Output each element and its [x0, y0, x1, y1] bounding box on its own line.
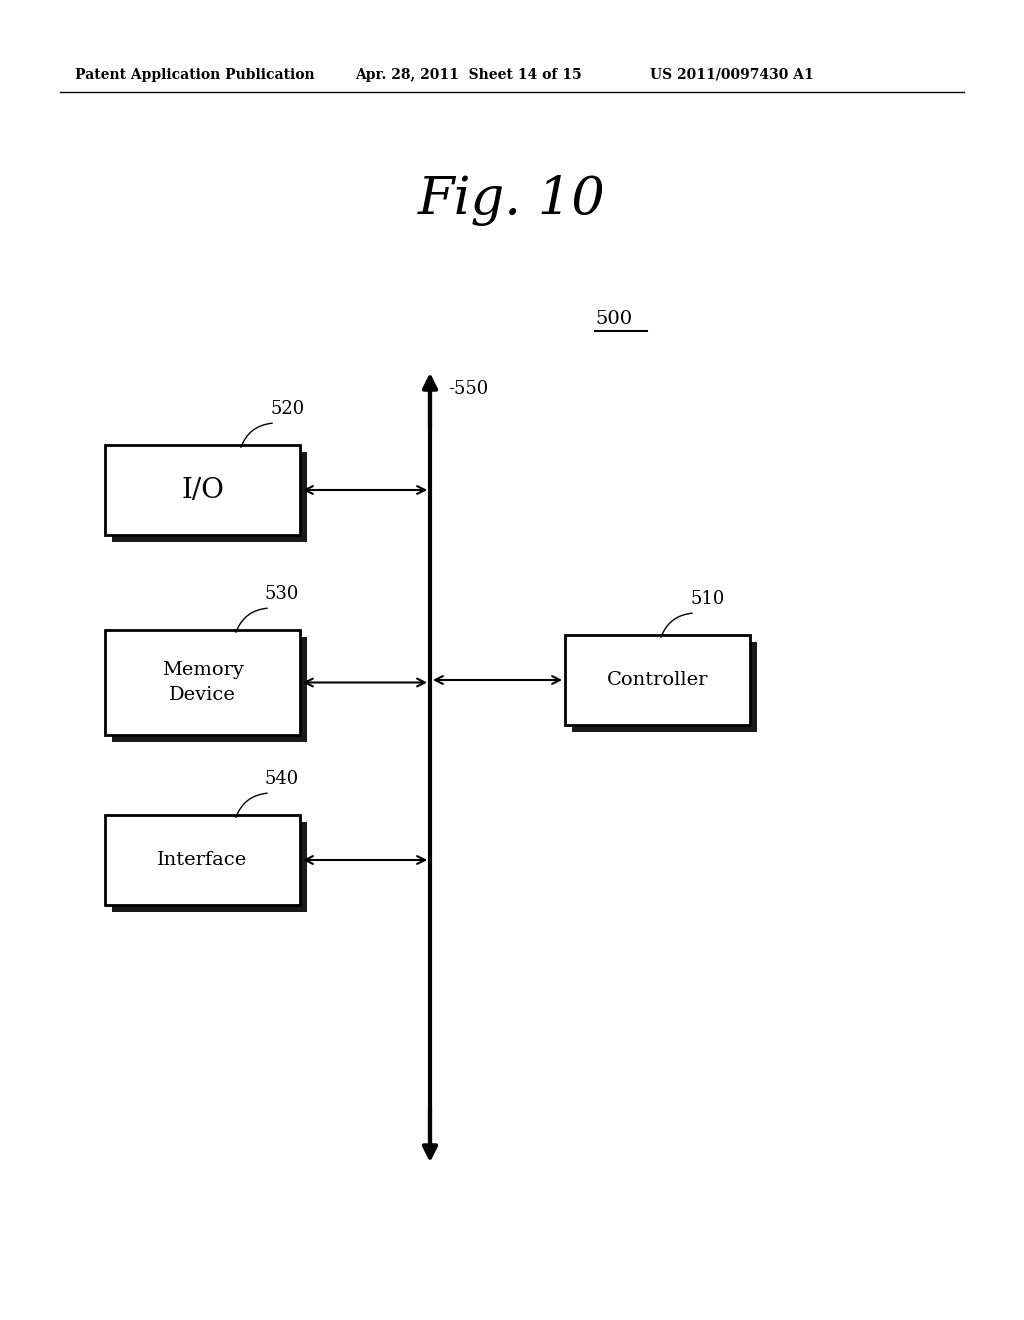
Text: -550: -550: [449, 380, 488, 399]
Bar: [572, 642, 757, 733]
Text: 520: 520: [270, 400, 304, 418]
Bar: [105, 814, 300, 906]
Text: Apr. 28, 2011  Sheet 14 of 15: Apr. 28, 2011 Sheet 14 of 15: [355, 69, 582, 82]
Text: Fig. 10: Fig. 10: [418, 176, 606, 226]
Bar: [105, 445, 300, 535]
Text: 540: 540: [265, 770, 299, 788]
Bar: [112, 451, 307, 543]
Text: Patent Application Publication: Patent Application Publication: [75, 69, 314, 82]
Text: 510: 510: [690, 590, 724, 609]
Bar: [112, 822, 307, 912]
Bar: [105, 630, 300, 735]
Text: Memory
Device: Memory Device: [162, 661, 244, 704]
Text: Interface: Interface: [158, 851, 248, 869]
Text: Controller: Controller: [607, 671, 709, 689]
Text: 500: 500: [595, 310, 632, 327]
Text: I/O: I/O: [181, 477, 224, 503]
Text: 530: 530: [265, 585, 299, 603]
Bar: [112, 638, 307, 742]
Text: US 2011/0097430 A1: US 2011/0097430 A1: [650, 69, 814, 82]
Bar: [565, 635, 750, 725]
